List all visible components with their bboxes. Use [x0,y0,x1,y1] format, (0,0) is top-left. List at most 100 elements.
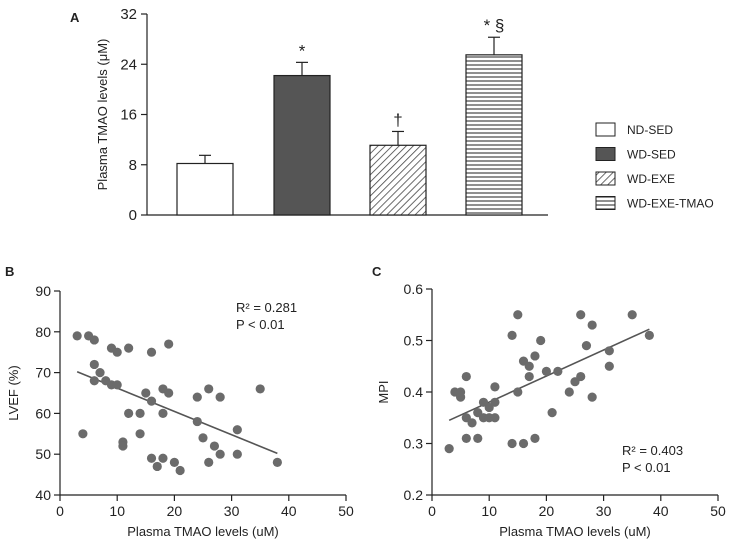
legend-label: ND-SED [627,123,673,137]
data-point [456,387,466,397]
y-tick-label: 60 [35,405,51,421]
data-point [461,371,471,382]
data-point [530,351,540,361]
panel-a-y-ticks: 0 8 16 24 32 [120,6,147,224]
legend-swatch [595,196,616,210]
panel-b: B LVEF (%) Plasma TMAO levels (uM) R² = … [5,264,354,539]
panel-a-y-axis-label: Plasma TMAO levels (μM) [95,39,110,191]
data-point [272,457,282,467]
data-point [467,418,477,428]
y-tick-label: 70 [35,365,51,381]
data-point [204,384,214,394]
data-point [124,343,134,353]
data-point [524,371,534,382]
data-point [112,380,122,390]
data-point [644,330,654,340]
data-point [158,408,168,418]
data-point [541,366,552,376]
x-tick-label: 40 [653,503,669,519]
x-tick-label: 0 [56,503,64,519]
data-point [461,433,471,443]
panel-b-y-axis-label: LVEF (%) [6,365,21,420]
data-point [78,429,88,439]
data-point [518,438,529,449]
x-tick-label: 50 [710,503,726,519]
data-point [89,359,99,370]
data-point [444,444,454,454]
significance-marker: † [393,110,402,129]
y-tick-label: 40 [35,487,51,503]
y-tick-label: 80 [35,324,51,340]
x-tick-label: 0 [428,503,436,519]
data-point [490,413,500,423]
data-point [192,392,202,402]
data-point [146,453,157,463]
data-point [141,388,151,398]
data-point [587,392,597,402]
data-point [169,457,179,467]
bar [465,54,523,216]
data-point [158,453,168,463]
y-tick-label: 32 [120,6,137,23]
data-point [627,310,637,320]
data-point [175,465,185,476]
data-point [152,461,162,472]
data-point [72,331,82,341]
data-point [576,371,586,382]
data-point [507,438,517,449]
x-tick-label: 10 [481,503,497,519]
data-point [209,441,220,451]
x-tick-label: 20 [167,503,183,519]
panel-c-y-axis-label: MPI [376,380,391,403]
data-point [164,339,174,349]
panel-c-label: C [372,264,382,279]
panel-b-label: B [5,264,14,279]
panel-a: A Plasma TMAO levels (μM) 0 8 16 24 32 * † * §… [70,6,714,224]
panel-c-r2: R² = 0.403 [622,443,683,458]
bar [369,144,427,216]
data-point [215,392,225,402]
data-point [215,449,225,459]
y-tick-label: 0.5 [404,333,424,349]
data-point [604,361,614,371]
data-point [124,408,134,418]
data-point [536,335,546,346]
panel-c: C MPI Plasma TMAO levels (uM) R² = 0.403… [372,264,726,539]
y-tick-label: 90 [35,283,51,299]
legend-label: WD-EXE [627,172,675,186]
panel-b-plot: 40 50 60 70 80 90 0 10 20 30 40 50 [35,283,354,519]
data-point [507,330,517,340]
data-point [547,408,557,418]
data-point [112,347,122,357]
panel-a-label: A [70,10,80,25]
y-tick-label: 24 [120,56,137,73]
data-point [524,361,534,371]
data-point [89,335,99,345]
y-tick-label: 16 [120,107,137,124]
legend-label: WD-SED [627,148,676,162]
data-point [513,387,523,397]
data-point [118,441,128,451]
significance-marker: * [299,41,306,60]
data-point [513,310,523,320]
data-point [255,384,265,394]
data-point [135,408,145,418]
data-point [490,382,500,392]
y-tick-label: 0.6 [404,281,424,297]
data-point [146,347,157,357]
panel-b-x-axis-label: Plasma TMAO levels (uM) [127,524,278,539]
x-tick-label: 30 [596,503,612,519]
data-point [576,310,586,320]
x-tick-label: 20 [539,503,555,519]
x-tick-label: 30 [224,503,240,519]
data-point [587,320,597,330]
x-tick-label: 10 [109,503,125,519]
data-point [604,346,614,356]
bar [273,74,331,216]
data-point [553,366,563,376]
panel-c-p-value: P < 0.01 [622,460,671,475]
significance-marker: * § [484,16,505,35]
data-point [232,425,242,435]
panel-c-plot: 0.2 0.3 0.4 0.5 0.6 0 10 20 30 40 50 [404,281,726,519]
